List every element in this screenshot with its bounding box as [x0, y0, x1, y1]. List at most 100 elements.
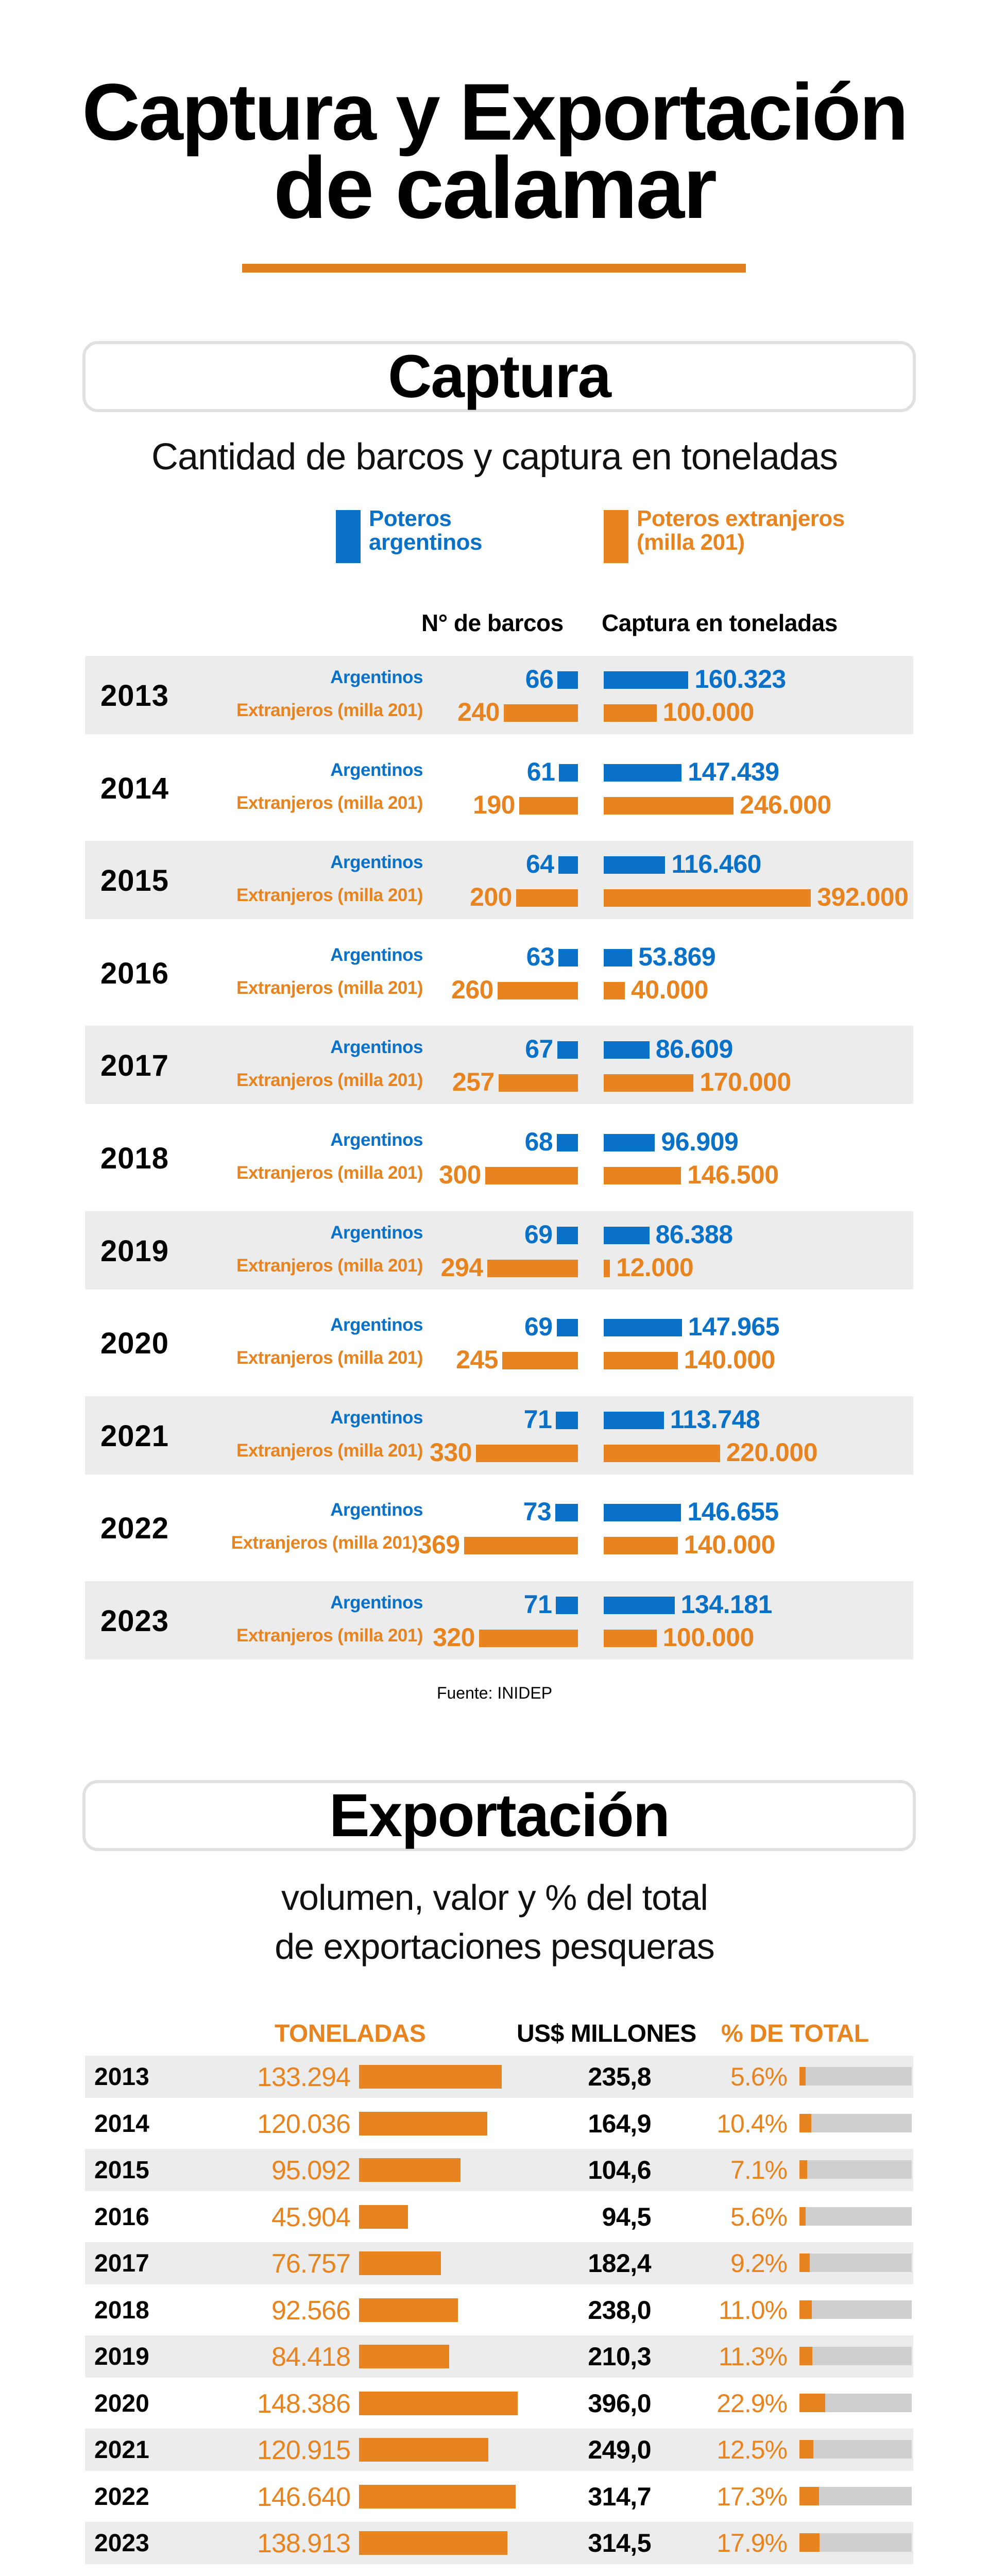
catch-value-extranjeros: 220.000: [726, 1437, 818, 1467]
catch-value-extranjeros: 140.000: [684, 1530, 776, 1560]
legend-swatch-extranjeros: [604, 510, 628, 563]
catch-bar-argentinos: [604, 671, 689, 689]
catch-value-extranjeros: 246.000: [740, 790, 831, 819]
boats-bar-argentinos: [557, 671, 578, 689]
usd-value: 238,0: [588, 2295, 651, 2325]
catch-value-extranjeros: 100.000: [662, 698, 755, 726]
pct-bar-fill: [799, 2113, 811, 2132]
col-header-usd: US$ MILLONES: [517, 2020, 696, 2047]
boats-bar-extranjeros: [479, 1630, 578, 1647]
catch-bar-extranjeros: [604, 981, 625, 999]
catch-value-argentinos: 86.388: [655, 1219, 733, 1249]
boats-value-extranjeros: 320: [433, 1623, 475, 1652]
tons-value: 133.294: [257, 2062, 351, 2092]
pct-bar-track: [799, 2393, 912, 2412]
exportacion-subtitle-line2: de exportaciones pesqueras: [275, 1926, 714, 1967]
boats-value-argentinos: 71: [523, 1590, 552, 1619]
series-label-extranjeros: Extranjeros (milla 201): [236, 885, 423, 906]
boats-value-argentinos: 61: [526, 757, 555, 786]
boats-value-argentinos: 69: [524, 1219, 553, 1249]
series-label-extranjeros: Extranjeros (milla 201): [236, 1255, 423, 1276]
tons-bar: [359, 2531, 508, 2555]
captura-row-2023: 2023 Argentinos 71 134.181 Extranjeros (mill…: [85, 1581, 913, 1659]
boats-value-argentinos: 64: [525, 850, 554, 879]
year-label: 2022: [100, 1512, 169, 1546]
catch-value-argentinos: 134.181: [680, 1590, 773, 1619]
catch-value-argentinos: 147.965: [688, 1312, 780, 1342]
series-label-argentinos: Argentinos: [330, 1037, 423, 1058]
pct-value: 12.5%: [717, 2435, 788, 2464]
year-label: 2018: [94, 2296, 149, 2324]
pct-bar-track: [799, 2486, 912, 2505]
pct-bar-track: [799, 2253, 912, 2272]
boats-bar-argentinos: [556, 1411, 578, 1429]
catch-value-extranjeros: 12.000: [616, 1252, 694, 1282]
col-header-catch: Captura en toneladas: [602, 609, 838, 636]
export-row-2020: 2020 148.386 396,0 22.9%: [85, 2382, 913, 2425]
tons-value: 95.092: [271, 2156, 351, 2185]
captura-subtitle: Cantidad de barcos y captura en tonelada…: [151, 436, 838, 478]
boats-bar-extranjeros: [464, 1537, 578, 1555]
tons-bar: [359, 2345, 450, 2368]
year-label: 2022: [94, 2483, 149, 2511]
tons-value: 148.386: [257, 2388, 351, 2419]
captura-row-2017: 2017 Argentinos 67 86.609 Extranjeros (milla…: [85, 1026, 913, 1105]
usd-value: 104,6: [588, 2156, 651, 2184]
tons-value: 138.913: [257, 2529, 351, 2558]
catch-bar-extranjeros: [604, 1167, 681, 1184]
catch-bar-extranjeros: [604, 1444, 720, 1462]
catch-bar-extranjeros: [604, 796, 734, 815]
year-label: 2021: [94, 2436, 149, 2464]
usd-value: 210,3: [588, 2342, 651, 2371]
catch-bar-extranjeros: [604, 1352, 678, 1370]
catch-value-extranjeros: 392.000: [817, 883, 909, 912]
captura-row-2015: 2015 Argentinos 64 116.460 Extranjeros (mill…: [85, 841, 913, 920]
catch-bar-argentinos: [604, 764, 682, 782]
series-label-argentinos: Argentinos: [330, 852, 423, 873]
year-label: 2018: [100, 1142, 169, 1175]
pct-value: 5.6%: [730, 2062, 788, 2091]
export-row-2018: 2018 92.566 238,0 11.0%: [85, 2289, 913, 2331]
boats-value-extranjeros: 245: [456, 1345, 498, 1375]
boats-value-extranjeros: 200: [470, 883, 512, 912]
year-label: 2014: [94, 2110, 149, 2138]
pct-value: 7.1%: [730, 2156, 788, 2184]
export-row-2021: 2021 120.915 249,0 12.5%: [85, 2429, 913, 2471]
pct-value: 11.0%: [718, 2295, 788, 2325]
tons-bar: [359, 2111, 488, 2136]
title-underline: [242, 264, 746, 273]
boats-value-extranjeros: 330: [430, 1437, 472, 1467]
pct-bar-track: [799, 2207, 912, 2226]
year-label: 2016: [94, 2203, 149, 2231]
boats-value-extranjeros: 190: [473, 790, 515, 819]
pct-bar-fill: [799, 2393, 825, 2412]
exportacion-subtitle-line1: volumen, valor y % del total: [281, 1877, 708, 1918]
series-label-argentinos: Argentinos: [330, 667, 423, 687]
boats-bar-extranjeros: [498, 1074, 578, 1092]
catch-value-argentinos: 146.655: [687, 1497, 779, 1527]
series-label-argentinos: Argentinos: [330, 1222, 423, 1243]
usd-value: 164,9: [588, 2109, 651, 2138]
export-row-2022: 2022 146.640 314,7 17.3%: [85, 2476, 913, 2518]
pct-bar-track: [799, 2160, 912, 2179]
pct-bar-track: [799, 2533, 912, 2552]
col-header-tons: TONELADAS: [275, 2020, 426, 2047]
tons-bar: [359, 2065, 502, 2089]
series-label-extranjeros: Extranjeros (milla 201): [236, 1625, 423, 1646]
series-label-argentinos: Argentinos: [330, 759, 423, 780]
boats-bar-extranjeros: [498, 981, 578, 999]
main-title-line2: de calamar: [273, 139, 717, 237]
boats-value-extranjeros: 369: [417, 1530, 460, 1560]
usd-value: 396,0: [588, 2388, 651, 2418]
pct-bar-fill: [799, 2207, 806, 2226]
pct-bar-fill: [799, 2160, 808, 2179]
year-label: 2017: [94, 2250, 149, 2277]
tons-bar: [359, 2484, 516, 2509]
legend-label-extranjeros: Poteros extranjeros (milla 201): [637, 506, 845, 555]
year-label: 2013: [94, 2063, 149, 2091]
export-row-2017: 2017 76.757 182,4 9.2%: [85, 2242, 913, 2284]
boats-value-argentinos: 68: [524, 1127, 553, 1156]
series-label-extranjeros: Extranjeros (milla 201): [236, 792, 423, 813]
boats-value-extranjeros: 260: [451, 975, 493, 1004]
usd-value: 314,5: [588, 2529, 651, 2557]
